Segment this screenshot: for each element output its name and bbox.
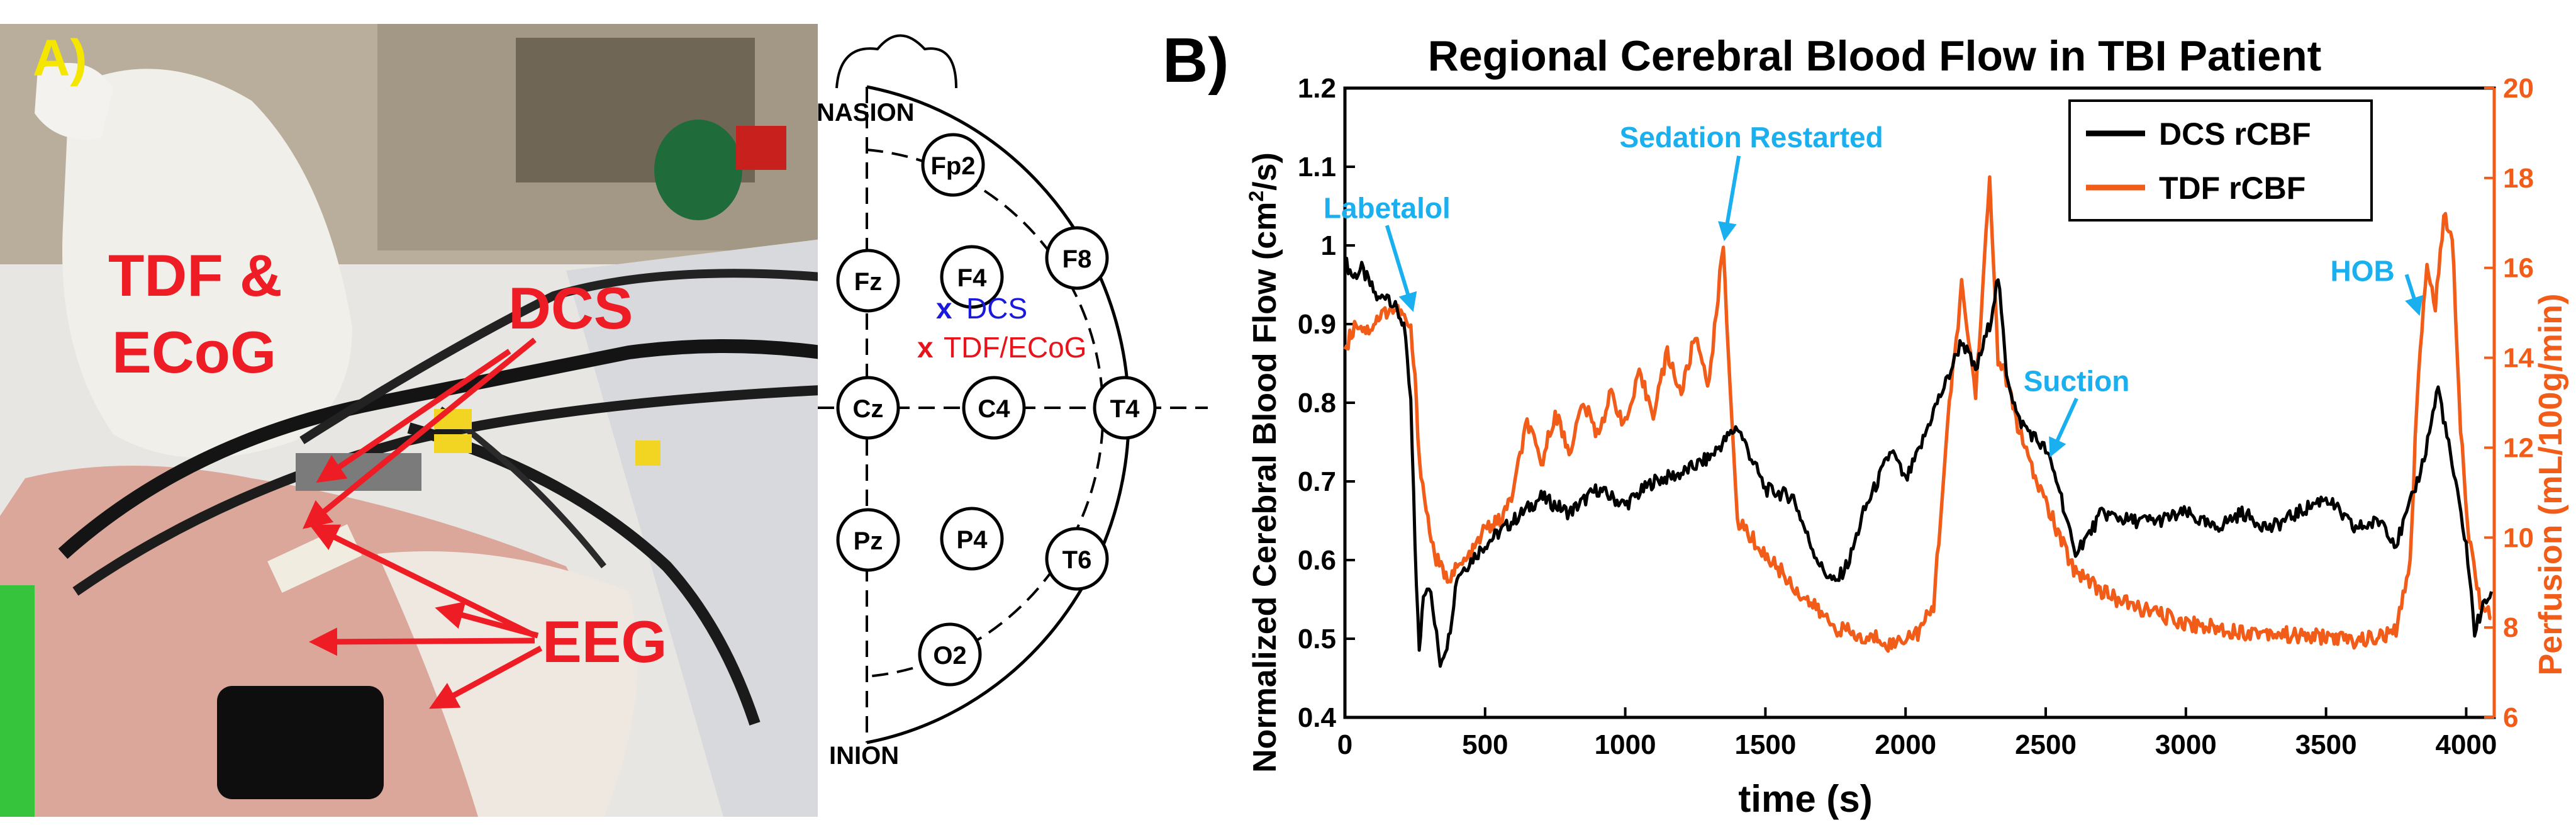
electrode-group: Fp2 Fz F4 F8 Cz C4 T4 Pz P4 T6 O2 bbox=[836, 133, 1157, 687]
electrode-f4: F4 bbox=[940, 245, 1004, 309]
electrode-c4: C4 bbox=[962, 376, 1026, 440]
y-axis-right-label: Perfusion (mL/100g/min) bbox=[2533, 294, 2569, 676]
legend-label-tdf: TDF rCBF bbox=[2159, 171, 2306, 206]
patient-photo bbox=[0, 24, 822, 817]
y-axis-left-label-base: Normalized Cerebral Blood Flow (cm bbox=[1247, 202, 1283, 773]
y-left-tick-label: 0.5 bbox=[1298, 624, 1336, 654]
x-tick-label: 3000 bbox=[2155, 729, 2217, 760]
electrode-label: Pz bbox=[854, 527, 883, 555]
legend-box bbox=[2068, 99, 2373, 222]
electrode-label: Cz bbox=[853, 395, 884, 423]
y-axis-left-label: Normalized Cerebral Blood Flow (cm2/s) bbox=[1245, 152, 1283, 773]
electrode-fz: Fz bbox=[836, 249, 900, 313]
tdf-ecog-label-line2: ECoG bbox=[112, 319, 276, 385]
annotation-label: Sedation Restarted bbox=[1620, 121, 1883, 154]
y-left-tick-label: 0.8 bbox=[1298, 388, 1336, 418]
x-tick-label: 4000 bbox=[2435, 729, 2497, 760]
y-right-tick-label: 18 bbox=[2503, 163, 2534, 194]
annotation-label: Labetalol bbox=[1324, 191, 1451, 224]
y-left-tick-label: 0.4 bbox=[1298, 702, 1337, 733]
y-left-tick-label: 0.6 bbox=[1298, 545, 1336, 576]
y-right-tick-label: 14 bbox=[2503, 343, 2534, 374]
electrode-label: P4 bbox=[957, 526, 988, 554]
annotation-label: HOB bbox=[2330, 254, 2394, 287]
tdf-marker: x bbox=[917, 331, 934, 364]
y-right-tick-label: 16 bbox=[2503, 253, 2534, 284]
dcs-arrow bbox=[316, 349, 511, 483]
electrode-label: F4 bbox=[957, 264, 987, 292]
electrode-p4: P4 bbox=[940, 507, 1004, 571]
eeg-photo-label: EEG bbox=[542, 609, 667, 675]
dcs-arrow-2 bbox=[303, 337, 537, 529]
x-tick-label: 2000 bbox=[1875, 729, 1936, 760]
dcs-legend-text: DCS bbox=[966, 292, 1027, 325]
electrode-label: C4 bbox=[978, 395, 1010, 423]
y-right-tick-label: 8 bbox=[2503, 612, 2518, 643]
eeg-arrow-2 bbox=[309, 627, 535, 656]
electrode-label: Fp2 bbox=[930, 152, 975, 180]
y-left-tick-label: 1.2 bbox=[1298, 73, 1336, 104]
x-tick-label: 1500 bbox=[1734, 729, 1796, 760]
x-tick-label: 0 bbox=[1337, 729, 1352, 760]
dcs-marker: x bbox=[936, 292, 952, 325]
x-tick-label: 2500 bbox=[2015, 729, 2077, 760]
chart-title: Regional Cerebral Blood Flow in TBI Pati… bbox=[1428, 32, 2322, 80]
annotation-arrow bbox=[2049, 398, 2078, 457]
x-axis-label: time (s) bbox=[1738, 778, 1872, 820]
y-axis-left-label-tail: /s) bbox=[1247, 152, 1283, 191]
eeg-arrow-4 bbox=[429, 646, 543, 709]
inion-label: INION bbox=[829, 742, 899, 770]
y-right-tick-label: 6 bbox=[2503, 702, 2518, 733]
y-right-tick-label: 20 bbox=[2503, 73, 2534, 104]
x-tick-label: 3500 bbox=[2295, 729, 2357, 760]
panel-a-label: A) bbox=[33, 30, 87, 87]
y-left-tick-label: 1.1 bbox=[1298, 152, 1336, 182]
panel-b-label: B) bbox=[1163, 25, 1229, 96]
electrode-cz: Cz bbox=[836, 376, 900, 440]
y-left-tick-label: 1 bbox=[1321, 230, 1336, 261]
eeg-arrow-3 bbox=[435, 601, 539, 639]
legend-label-dcs: DCS rCBF bbox=[2159, 116, 2311, 152]
y-right-tick-label: 12 bbox=[2503, 432, 2534, 463]
x-tick-label: 500 bbox=[1462, 729, 1508, 760]
electrode-label: F8 bbox=[1062, 245, 1092, 273]
nasion-label: NASION bbox=[817, 99, 915, 126]
eeg-arrow-1 bbox=[309, 524, 536, 639]
chart-legend: DCS rCBF TDF rCBF bbox=[2068, 99, 2373, 222]
y-left-tick-label: 0.9 bbox=[1298, 309, 1336, 340]
electrode-label: T4 bbox=[1110, 395, 1140, 423]
electrode-f8: F8 bbox=[1045, 226, 1109, 290]
series-line-tdf-rcbf bbox=[1343, 175, 2492, 653]
photo-arrows bbox=[303, 337, 543, 709]
electrode-pz: Pz bbox=[836, 508, 900, 572]
electrode-fp2: Fp2 bbox=[921, 133, 985, 197]
annotation-arrow bbox=[2404, 274, 2423, 316]
y-axis-left-label-sup: 2 bbox=[1245, 191, 1268, 202]
electrode-t6: T6 bbox=[1045, 527, 1109, 591]
tdf-ecog-label-line1: TDF & bbox=[108, 242, 282, 308]
electrode-label: T6 bbox=[1062, 546, 1092, 574]
annotation-label: Suction bbox=[2024, 364, 2130, 397]
tdf-legend-text: TDF/ECoG bbox=[944, 331, 1086, 364]
x-tick-label: 1000 bbox=[1595, 729, 1656, 760]
cbf-chart: 0 500 1000 1500 2000 2500 3000 3500 4000 0.4 0.5 0.… bbox=[1298, 73, 2534, 760]
annotation-arrow bbox=[1385, 225, 1417, 312]
annotation-arrow bbox=[1718, 155, 1741, 242]
electrode-label: O2 bbox=[933, 642, 966, 670]
electrode-label: Fz bbox=[854, 268, 882, 296]
series-line-dcs-rcbf bbox=[1343, 257, 2493, 668]
electrode-o2: O2 bbox=[918, 622, 982, 687]
electrode-t4: T4 bbox=[1093, 376, 1157, 440]
y-right-tick-label: 10 bbox=[2503, 522, 2534, 553]
dcs-photo-label: DCS bbox=[508, 275, 633, 341]
y-left-tick-label: 0.7 bbox=[1298, 466, 1336, 497]
